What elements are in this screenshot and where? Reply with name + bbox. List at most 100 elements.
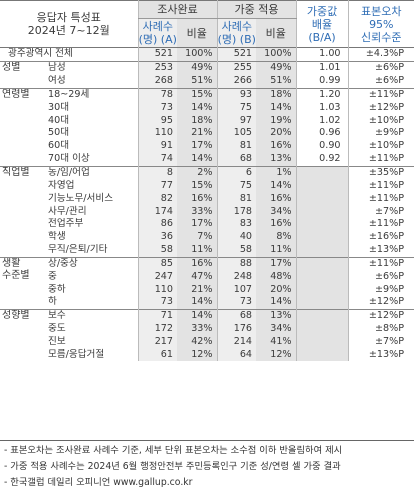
cell-p-b: 16% <box>256 192 297 206</box>
cell-n-a: 253 <box>137 60 178 75</box>
cell-sub: 70대 이상 <box>48 153 90 165</box>
cell-n-b: 248 <box>216 270 257 284</box>
cell-n-a: 174 <box>137 205 178 218</box>
table-row: 모름/응답거절 61 12% 64 12% ±13%P <box>0 348 415 362</box>
cell-moe: ±11%P <box>347 152 415 167</box>
weight-ratio-line-2: 배율 <box>311 17 333 31</box>
title-line-1: 응답자 특성표 <box>36 11 101 24</box>
total-label: 광주광역시 전체 <box>0 47 139 62</box>
cell-n-a: 77 <box>137 179 178 193</box>
table-row: 기능노무/서비스 82 16% 81 16% ±11%P <box>0 192 415 206</box>
table-bottom-rule <box>0 440 414 441</box>
cell-sub: 무직/은퇴/기타 <box>48 244 108 256</box>
cell-p-b: 14% <box>256 179 297 193</box>
cell-p-b: 8% <box>256 230 297 244</box>
table-row: 50대 110 21% 105 20% 0.96 ±9%P <box>0 127 415 140</box>
cell-n-b: 255 <box>216 60 257 75</box>
table-row: 생활 수준별 상/중상 85 16% 88 17% ±11%P <box>0 256 415 310</box>
cell-weight: 1.20 <box>295 87 349 102</box>
cell-n-b: 83 <box>216 217 257 231</box>
cell-n-a: 172 <box>137 322 178 336</box>
cell-moe: ±35%P <box>347 165 415 180</box>
table-row: 성향별 보수 71 14% 68 13% ±12%P <box>0 308 415 362</box>
cell-p-a: 17% <box>177 139 218 153</box>
cell-moe: ±10%P <box>347 139 415 153</box>
cell-sub: 40대 <box>48 114 70 126</box>
cell-weight: 1.01 <box>295 60 349 75</box>
cell-n-b: 75 <box>216 101 257 115</box>
cell-p-b: 16% <box>256 217 297 231</box>
table-row: 60대 91 17% 81 16% 0.90 ±10%P <box>0 139 415 153</box>
cell-moe: ±12%P <box>347 296 415 310</box>
cell-n-b: 40 <box>216 230 257 244</box>
cell-sub: 30대 <box>48 101 70 113</box>
cell-sub: 남성 <box>46 60 139 75</box>
survey-complete-header: 조사완료 <box>137 0 218 19</box>
cell-sub: 중하 <box>48 283 66 295</box>
cell-sub: 전업주부 <box>48 218 84 230</box>
cell-n-b: 93 <box>216 87 257 102</box>
cell-p-a: 21% <box>177 283 218 297</box>
table-row: 전업주부 86 17% 83 16% ±11%P <box>0 217 415 231</box>
cell-p-b: 18% <box>256 87 297 102</box>
weighted-header: 가중 적용 <box>216 0 297 19</box>
cell-weight: 0.92 <box>295 152 349 167</box>
cell-sub: 하 <box>48 296 57 308</box>
cell-sub: 상/중상 <box>46 256 139 271</box>
weight-ratio-header: 가중값 배율 (B/A) <box>295 0 349 48</box>
cell-n-a: 73 <box>137 101 178 115</box>
cell-p-a: 15% <box>177 179 218 193</box>
living-label-line-1: 생활 <box>2 257 21 269</box>
cell-n-b: 73 <box>216 296 257 310</box>
cell-n-b: 64 <box>216 348 257 362</box>
cell-p-b: 49% <box>256 60 297 75</box>
cell-p-a: 33% <box>177 322 218 336</box>
cell-moe: ±13%P <box>347 243 415 257</box>
footnote-2: - 가중 적용 사례수는 2024년 6월 행정안전부 주민등록인구 기준 성/… <box>4 461 341 472</box>
cell-p-a: 42% <box>177 335 218 349</box>
cell-n-a: 86 <box>137 217 178 231</box>
group-label-gender: 성별 <box>0 60 46 89</box>
cell-weight: 1.03 <box>295 101 349 115</box>
cell-sub: 중 <box>48 270 57 282</box>
cell-moe: ±9%P <box>347 283 415 297</box>
cell-n-b: 81 <box>216 139 257 153</box>
table-row: 70대 이상 74 14% 68 13% 0.92 ±11%P <box>0 152 415 167</box>
cell-n-a: 78 <box>137 87 178 102</box>
cell-p-b: 11% <box>256 243 297 257</box>
cell-n-a: 247 <box>137 270 178 284</box>
cell-moe: ±16%P <box>347 230 415 244</box>
cell-sub: 자영업 <box>48 179 75 191</box>
cell-n-b: 88 <box>216 256 257 271</box>
cell-p-a: 7% <box>177 230 218 244</box>
ratio-b-header: 비율 <box>256 18 297 48</box>
cell-n-a: 91 <box>137 139 178 153</box>
cell-n-b: 178 <box>216 205 257 218</box>
cell-sub: 학생 <box>48 231 66 243</box>
ratio-a-header: 비율 <box>177 18 218 48</box>
moe-header: 표본오차 95% 신뢰수준 <box>347 0 415 48</box>
cell-sub: 여성 <box>48 75 66 87</box>
cell-sub: 50대 <box>48 127 70 139</box>
cell-p-b: 20% <box>256 283 297 297</box>
cell-p-a: 16% <box>177 256 218 271</box>
cell-n-a: 217 <box>137 335 178 349</box>
cell-p-b: 12% <box>256 348 297 362</box>
cell-weight: 1.00 <box>295 47 349 62</box>
cell-p-b: 41% <box>256 335 297 349</box>
cell-p-b: 17% <box>256 256 297 271</box>
cell-sub: 모름/응답거절 <box>48 348 105 360</box>
cell-p-b: 20% <box>256 127 297 140</box>
cell-p-a: 17% <box>177 217 218 231</box>
table-row: 무직/은퇴/기타 58 11% 58 11% ±13%P <box>0 243 415 257</box>
cell-n-b: 81 <box>216 192 257 206</box>
cell-moe: ±12%P <box>347 101 415 115</box>
cell-p-a: 18% <box>177 114 218 128</box>
table-row: 연령별 18~29세 78 15% 93 18% 1.20 ±11%P <box>0 87 415 167</box>
cell-sub: 농/임/어업 <box>46 165 139 180</box>
cell-weight-blank <box>295 256 349 310</box>
group-label-occupation: 직업별 <box>0 165 46 257</box>
cell-sub: 기능노무/서비스 <box>48 192 114 204</box>
cell-moe: ±7%P <box>347 335 415 349</box>
cell-n-a: 8 <box>137 165 178 180</box>
